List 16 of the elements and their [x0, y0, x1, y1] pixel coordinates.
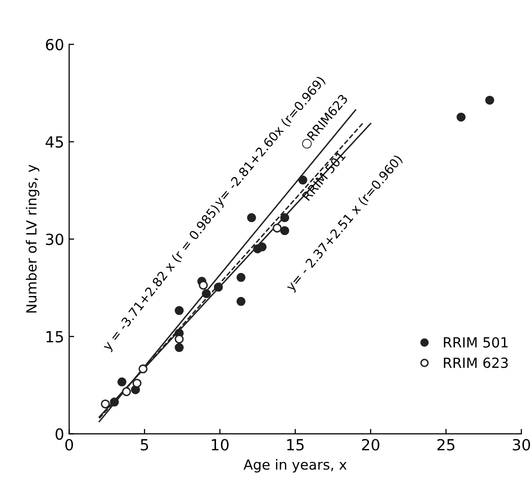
- y-tick-label: 15: [46, 331, 63, 342]
- y-axis-title: Number of LV rings, y: [26, 164, 40, 313]
- y-tick-label: 0: [56, 428, 64, 440]
- legend-label: RRIM 501: [444, 337, 508, 348]
- x-axis-title: Age in years, x: [244, 459, 347, 472]
- x-tick-label: 20: [362, 438, 380, 451]
- x-tick-label: 10: [212, 438, 229, 451]
- y-tick-label: 30: [46, 234, 64, 246]
- x-tick-label: 30: [512, 438, 530, 451]
- y-tick-label: 45: [46, 136, 63, 148]
- x-tick-label: 15: [287, 439, 304, 451]
- x-tick-label: 25: [437, 438, 454, 451]
- x-tick-label: 0: [65, 438, 74, 451]
- y-tick-label: 60: [46, 38, 64, 50]
- x-tick-label: 5: [140, 439, 148, 451]
- legend-label: RRIM 623: [444, 358, 508, 368]
